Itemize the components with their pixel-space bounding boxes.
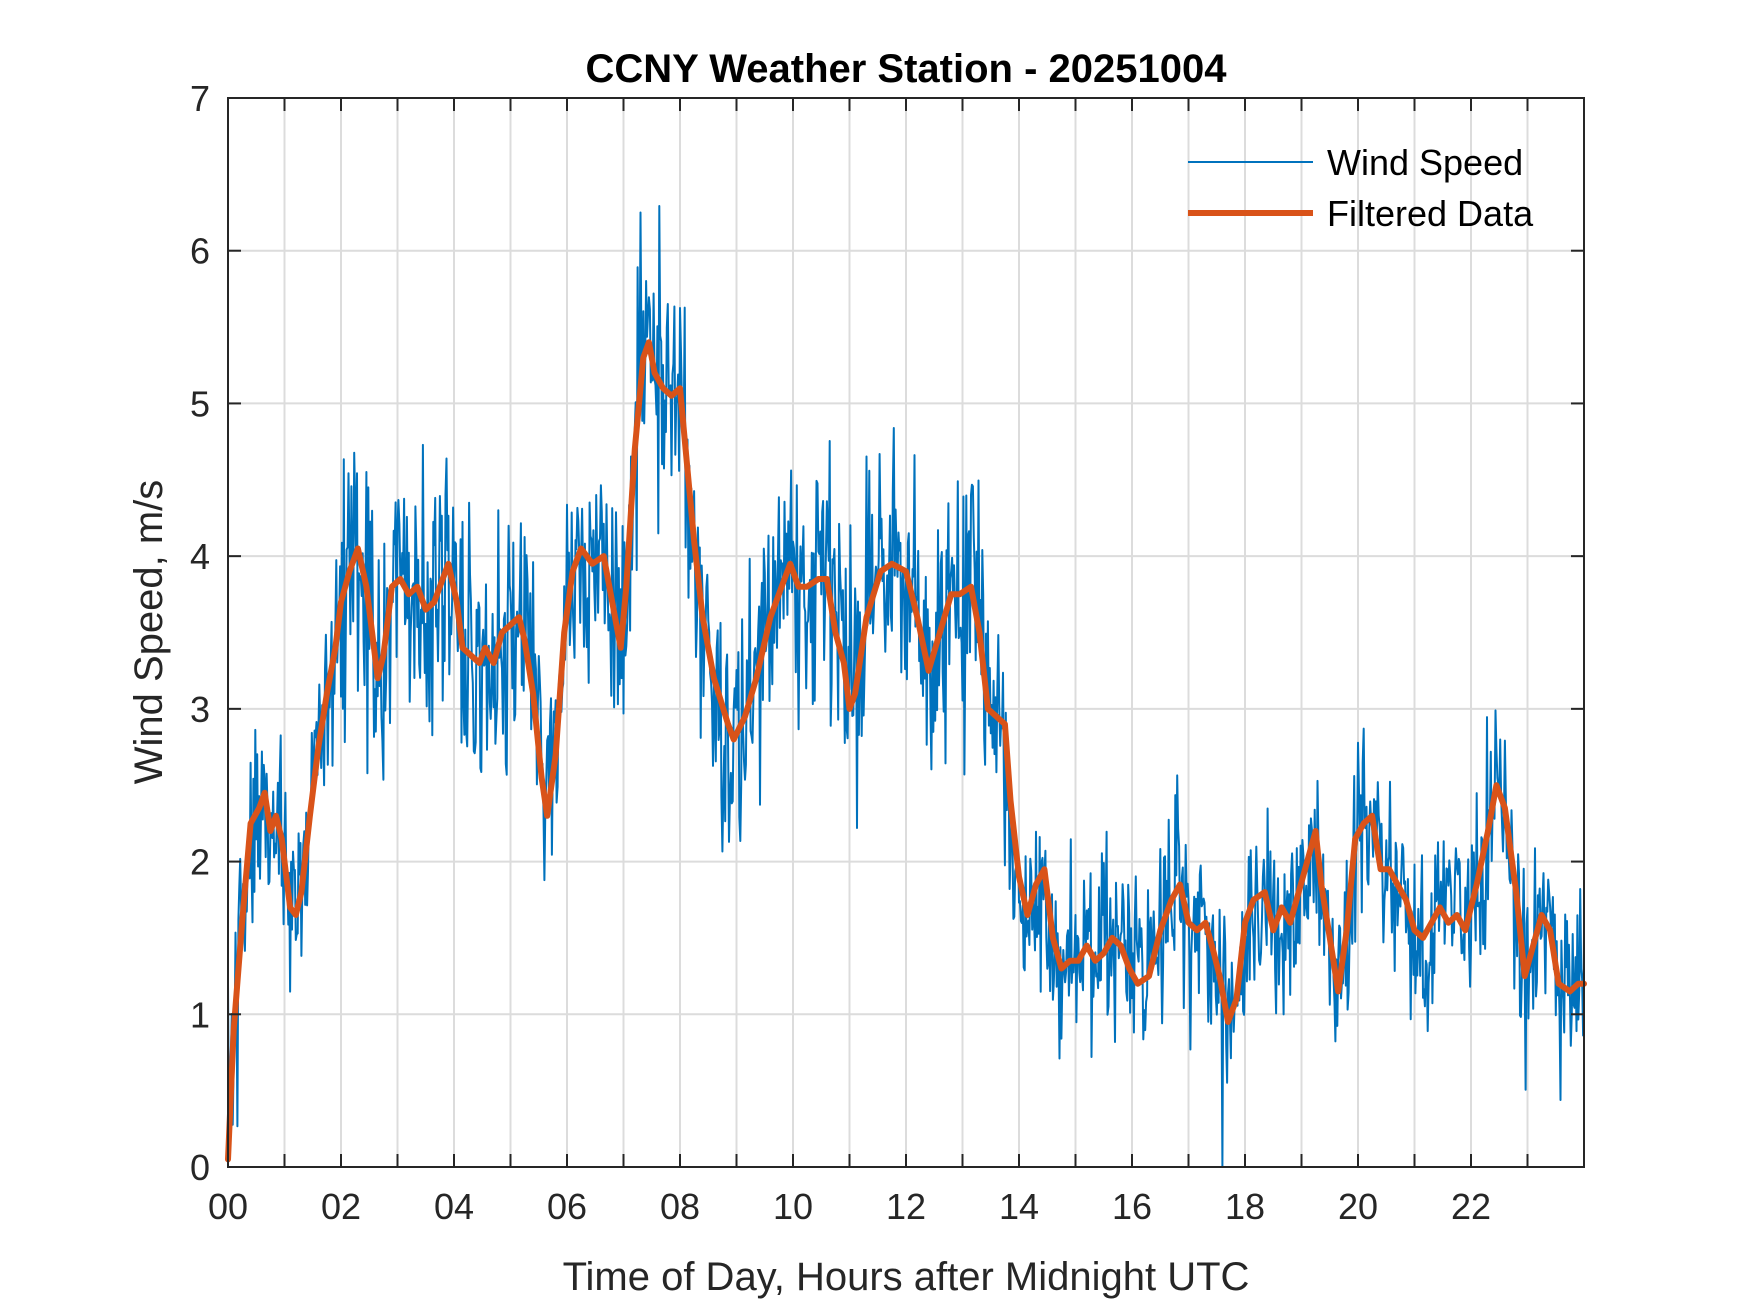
- series-filtered-data: [225, 339, 1587, 1163]
- y-tick-label: 3: [190, 689, 210, 730]
- chart-title: CCNY Weather Station - 20251004: [586, 47, 1228, 91]
- legend-label-wind-speed: Wind Speed: [1327, 142, 1523, 183]
- x-tick-label: 12: [886, 1186, 926, 1227]
- y-tick-label: 1: [190, 994, 210, 1035]
- y-tick-label: 5: [190, 383, 210, 424]
- y-tick-labels: 0 1 2 3 4 5 6 7: [190, 78, 210, 1188]
- y-tick-label: 7: [190, 78, 210, 119]
- x-tick-label: 22: [1451, 1186, 1491, 1227]
- x-tick-label: 04: [434, 1186, 474, 1227]
- legend: Wind Speed Filtered Data: [1188, 142, 1534, 234]
- filtered-data-line: [225, 339, 1587, 1163]
- x-tick-labels: 00 02 04 06 08 10 12 14 16 18 20 22: [208, 1186, 1491, 1227]
- x-tick-label: 08: [660, 1186, 700, 1227]
- x-tick-label: 20: [1338, 1186, 1378, 1227]
- x-tick-label: 14: [999, 1186, 1039, 1227]
- x-tick-label: 02: [321, 1186, 361, 1227]
- x-tick-label: 10: [773, 1186, 813, 1227]
- y-axis-label: Wind Speed, m/s: [127, 480, 171, 785]
- x-axis-label: Time of Day, Hours after Midnight UTC: [563, 1255, 1250, 1299]
- y-tick-label: 6: [190, 231, 210, 272]
- x-tick-label: 16: [1112, 1186, 1152, 1227]
- x-tick-label: 06: [547, 1186, 587, 1227]
- y-tick-label: 4: [190, 536, 210, 577]
- axis-ticks: [228, 97, 1584, 1168]
- y-tick-label: 0: [190, 1147, 210, 1188]
- x-tick-label: 00: [208, 1186, 248, 1227]
- legend-label-filtered-data: Filtered Data: [1327, 193, 1534, 234]
- y-tick-label: 2: [190, 842, 210, 883]
- x-tick-label: 18: [1225, 1186, 1265, 1227]
